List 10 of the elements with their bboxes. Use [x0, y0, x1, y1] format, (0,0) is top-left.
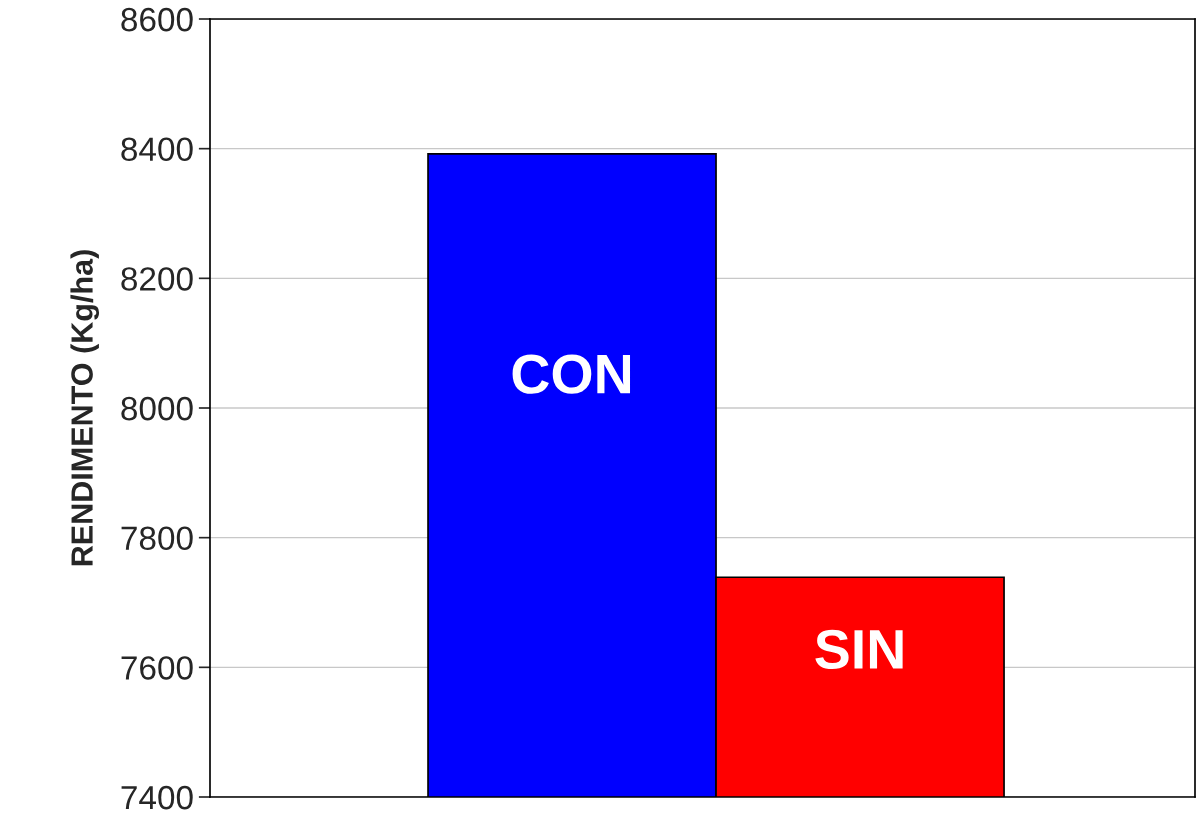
y-tick-label: 8000: [121, 396, 193, 421]
y-axis-title: RENDIMENTO (Kg/ha): [70, 250, 100, 566]
y-tick-label: 7400: [121, 785, 193, 810]
x-tick-label: SIN: [815, 629, 903, 670]
y-tick-label: 7600: [121, 656, 193, 680]
x-tick-label: CON: [512, 354, 631, 394]
y-tick-label: 8200: [121, 267, 193, 291]
y-tick-label: 8600: [121, 7, 193, 32]
y-tick-label: 7800: [121, 526, 193, 551]
y-tick-label: 8400: [121, 137, 193, 162]
